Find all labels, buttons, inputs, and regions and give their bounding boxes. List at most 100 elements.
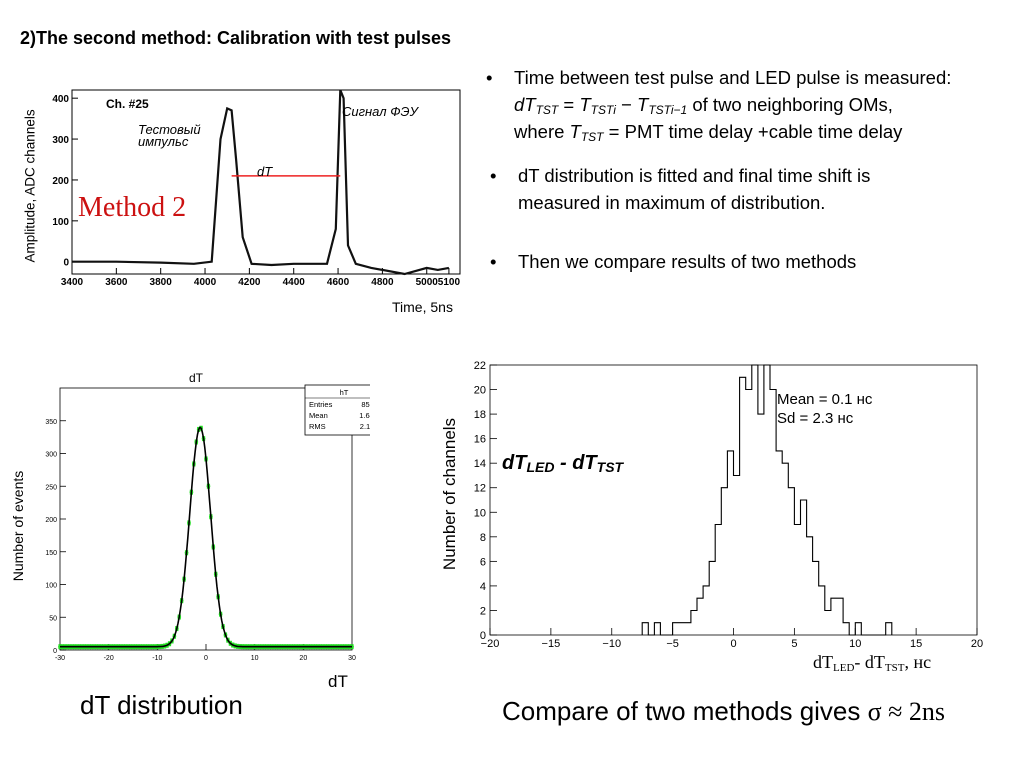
- bullet-1-line1: Time between test pulse and LED pulse is…: [514, 67, 952, 88]
- y-tick-label: 22: [474, 360, 486, 372]
- x-tick-label: 5100: [438, 277, 461, 288]
- y-tick-label: 100: [52, 217, 69, 228]
- x-tick-label: 10: [251, 655, 259, 662]
- dt-hist-xlabel: dT: [328, 672, 348, 691]
- x-tick-label: 20: [971, 638, 983, 650]
- x-tick-label: 0: [204, 655, 208, 662]
- x-tick-label: 3600: [105, 277, 128, 288]
- x-tick-label: 20: [299, 655, 307, 662]
- dt-hist-caption: dT distribution: [80, 690, 243, 720]
- y-tick-label: 16: [474, 434, 486, 446]
- x-tick-label: −5: [666, 638, 679, 650]
- y-tick-label: 200: [45, 517, 57, 524]
- bullet-2-line2: measured in maximum of distribution.: [518, 192, 826, 213]
- dt-hist-ylabel: Number of events: [10, 470, 26, 582]
- y-tick-label: 2: [480, 605, 486, 617]
- x-tick-label: 4600: [327, 277, 350, 288]
- y-tick-label: 12: [474, 483, 486, 495]
- dt-hist-axes: 0 50 100 150 200 250 300 350 -30 -20 -10 0 10 20 30: [45, 387, 356, 662]
- y-tick-label: 0: [53, 648, 57, 655]
- x-tick-label: −20: [481, 638, 500, 650]
- stats-key: RMS: [309, 422, 326, 431]
- y-tick-label: 0: [63, 258, 69, 269]
- dt-hist-title: dT: [189, 371, 204, 385]
- dt-hist: dT 0 50 100 150 200 250 300 350 -30 -20 -10 0 10 20 30…: [30, 368, 370, 673]
- compare-hist-xlabel: dTLED- dTTST, нс: [813, 652, 932, 674]
- pulse-waveform: [72, 89, 450, 276]
- x-tick-label: 5000: [416, 277, 439, 288]
- stats-key: Mean: [309, 411, 328, 420]
- dt-hist-stats-box: hT Entries 8551 Mean 1.641 RMS 2.118: [304, 384, 370, 436]
- x-tick-label: 3400: [61, 277, 84, 288]
- x-tick-label: 4400: [283, 277, 306, 288]
- slide-title: 2)The second method: Calibration with te…: [20, 28, 452, 48]
- bullet-dot: •: [486, 67, 493, 88]
- fit-curve: [60, 426, 352, 648]
- pulse-plot-curve: [72, 89, 450, 276]
- bullet-1-line3: where TTST = PMT time delay +cable time …: [514, 121, 903, 144]
- pulse-plot-dt-label: dT: [257, 164, 273, 179]
- x-tick-label: 5: [791, 638, 797, 650]
- stats-header: hT: [340, 388, 349, 397]
- x-tick-label: 0: [730, 638, 736, 650]
- x-tick-label: -30: [55, 655, 65, 662]
- y-tick-label: 8: [480, 532, 486, 544]
- bullet-3-line1: Then we compare results of two methods: [518, 251, 857, 272]
- x-tick-label: -20: [104, 655, 114, 662]
- pulse-plot-frame: [71, 89, 461, 275]
- stats-value: 2.118: [360, 422, 370, 431]
- bottom-caption: Compare of two methods gives σ ≈ 2ns: [502, 696, 946, 726]
- pulse-plot-axes: 0 100 200 300 400 3400 3600 3800 4000 4200 4400 460…: [52, 89, 461, 288]
- y-tick-label: 18: [474, 409, 486, 421]
- x-tick-label: 3800: [150, 277, 173, 288]
- bullet-1-line2: dTTST = TTSTi − TTSTi−1 of two neighbori…: [514, 94, 893, 117]
- pulse-plot-ylabel: Amplitude, ADC channels: [22, 109, 38, 263]
- y-tick-label: 6: [480, 556, 486, 568]
- y-tick-label: 200: [52, 176, 69, 187]
- compare-hist: 0 2 4 6 8 10 12 14 16 18 20 22 −20 −15 −10 −5 0 5 10 15 20 M…: [474, 360, 983, 650]
- x-tick-label: 30: [348, 655, 356, 662]
- y-tick-label: 250: [45, 484, 57, 491]
- x-tick-label: −15: [542, 638, 561, 650]
- bullet-dot: •: [490, 165, 497, 186]
- y-tick-label: 0: [480, 630, 486, 642]
- y-tick-label: 4: [480, 581, 486, 593]
- x-tick-label: 4000: [194, 277, 217, 288]
- dt-hist-fit: [60, 426, 352, 648]
- compare-hist-frame: [489, 364, 978, 636]
- pulse-plot-test-label1: Тестовый: [138, 122, 201, 137]
- compare-hist-bars: [641, 364, 893, 636]
- pulse-plot-pmt-label: Сигнал ФЭУ: [342, 104, 420, 119]
- pulse-plot-test-label2: импульс: [138, 134, 189, 149]
- y-tick-label: 14: [474, 458, 486, 470]
- compare-hist-inset-label: dTLED - dTTST: [502, 452, 624, 475]
- x-tick-label: 4800: [371, 277, 394, 288]
- histogram-outline: [641, 364, 893, 636]
- y-tick-label: 10: [474, 507, 486, 519]
- y-tick-label: 20: [474, 385, 486, 397]
- bullet-2-line1: dT distribution is fitted and final time…: [518, 165, 871, 186]
- compare-hist-mean: Mean = 0.1 нс: [777, 391, 873, 408]
- y-tick-label: 50: [49, 615, 57, 622]
- x-tick-label: 4200: [238, 277, 261, 288]
- y-tick-label: 150: [45, 550, 57, 557]
- pulse-plot: 0 100 200 300 400 3400 3600 3800 4000 4200 4400 460…: [52, 89, 461, 288]
- compare-hist-axes: 0 2 4 6 8 10 12 14 16 18 20 22 −20 −15 −10 −5 0 5 10 15 20: [474, 360, 983, 650]
- x-tick-label: 10: [849, 638, 861, 650]
- x-tick-label: −10: [602, 638, 621, 650]
- y-tick-label: 100: [45, 583, 57, 590]
- y-tick-label: 350: [45, 419, 57, 426]
- compare-hist-ylabel: Number of channels: [440, 417, 459, 571]
- y-tick-label: 300: [52, 135, 69, 146]
- bullet-dot: •: [490, 251, 497, 272]
- pulse-plot-channel: Ch. #25: [106, 97, 149, 111]
- stats-value: 1.641: [359, 411, 370, 420]
- y-tick-label: 400: [52, 94, 69, 105]
- y-tick-label: 300: [45, 452, 57, 459]
- pulse-plot-xlabel: Time, 5ns: [392, 299, 453, 315]
- x-tick-label: -10: [152, 655, 162, 662]
- compare-hist-sd: Sd = 2.3 нс: [777, 410, 854, 427]
- x-tick-label: 15: [910, 638, 922, 650]
- method-label: Method 2: [78, 192, 187, 223]
- stats-key: Entries: [309, 400, 333, 409]
